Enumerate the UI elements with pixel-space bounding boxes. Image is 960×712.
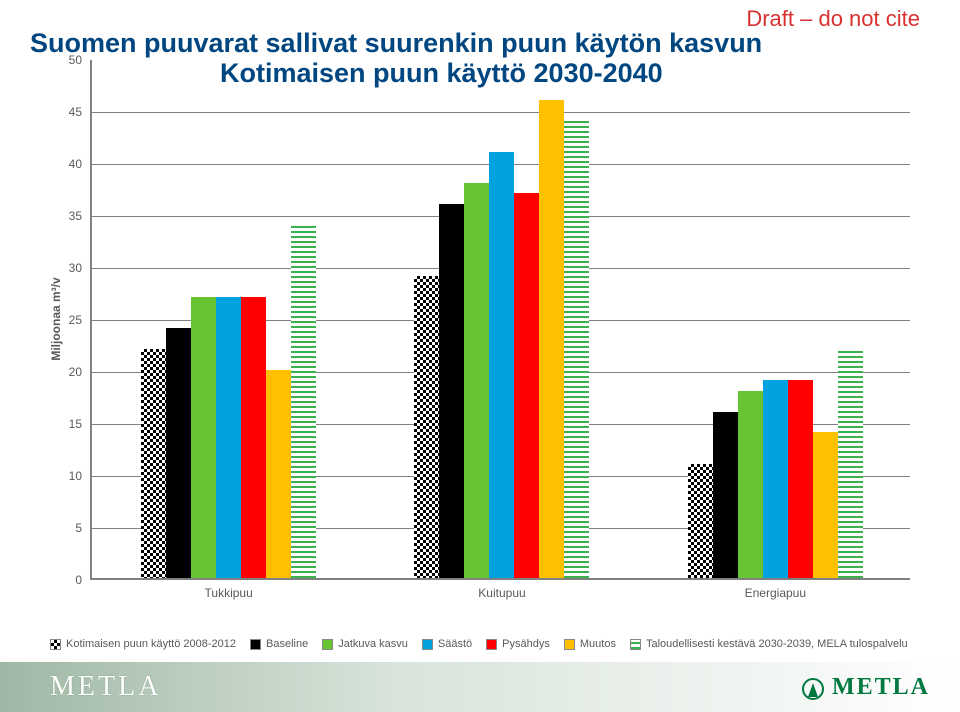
tree-logo-icon: [802, 678, 824, 700]
legend-label: Baseline: [266, 638, 308, 650]
legend-swatch: [322, 639, 333, 650]
legend-label: Jatkuva kasvu: [338, 638, 408, 650]
legend-swatch: [422, 639, 433, 650]
y-axis-title: Miljoonaa m³/v: [49, 277, 63, 360]
legend-item: Baseline: [250, 638, 308, 650]
draft-notice: Draft – do not cite: [746, 6, 920, 32]
bar: [266, 370, 291, 578]
bar: [763, 380, 788, 578]
bar: [838, 349, 863, 578]
bar: [489, 152, 514, 578]
y-tick-label: 15: [69, 417, 82, 431]
legend-label: Muutos: [580, 638, 616, 650]
plot-area: Miljoonaa m³/v 05101520253035404550Tukki…: [90, 60, 910, 580]
legend-item: Pysähdys: [486, 638, 550, 650]
y-tick-label: 20: [69, 365, 82, 379]
bar: [738, 391, 763, 578]
bar: [191, 297, 216, 578]
category-group: Energiapuu: [639, 60, 912, 578]
legend-swatch: [486, 639, 497, 650]
y-tick-label: 5: [75, 521, 82, 535]
y-tick-label: 45: [69, 105, 82, 119]
category-group: Kuitupuu: [365, 60, 638, 578]
legend-swatch: [564, 639, 575, 650]
legend-label: Säästö: [438, 638, 472, 650]
legend-label: Pysähdys: [502, 638, 550, 650]
category-group: Tukkipuu: [92, 60, 365, 578]
bar: [514, 193, 539, 578]
bar: [464, 183, 489, 578]
bar: [688, 464, 713, 578]
bar: [141, 349, 166, 578]
category-label: Tukkipuu: [92, 586, 365, 600]
y-tick-label: 35: [69, 209, 82, 223]
legend-item: Säästö: [422, 638, 472, 650]
legend-swatch: [250, 639, 261, 650]
y-tick-label: 25: [69, 313, 82, 327]
bar: [539, 100, 564, 578]
legend-swatch: [630, 639, 641, 650]
legend-item: Taloudellisesti kestävä 2030-2039, MELA …: [630, 638, 908, 650]
bar: [241, 297, 266, 578]
y-tick-label: 50: [69, 53, 82, 67]
bar: [439, 204, 464, 578]
legend-item: Jatkuva kasvu: [322, 638, 408, 650]
footer-logo-right: METLA: [802, 674, 930, 701]
y-tick-label: 10: [69, 469, 82, 483]
legend-item: Kotimaisen puun käyttö 2008-2012: [50, 638, 236, 650]
chart-container: Miljoonaa m³/v 05101520253035404550Tukki…: [50, 60, 920, 620]
legend-label: Kotimaisen puun käyttö 2008-2012: [66, 638, 236, 650]
bar: [216, 297, 241, 578]
legend-label: Taloudellisesti kestävä 2030-2039, MELA …: [646, 638, 908, 650]
bar: [788, 380, 813, 578]
legend: Kotimaisen puun käyttö 2008-2012 Baseline…: [50, 638, 920, 650]
bar: [166, 328, 191, 578]
bar: [414, 276, 439, 578]
footer-brand-text: METLA: [832, 674, 930, 700]
bar: [813, 432, 838, 578]
category-label: Kuitupuu: [365, 586, 638, 600]
legend-item: Muutos: [564, 638, 616, 650]
chart-title-line1: Suomen puuvarat sallivat suurenkin puun …: [30, 28, 762, 59]
bar: [713, 412, 738, 578]
y-tick-label: 30: [69, 261, 82, 275]
bar: [564, 120, 589, 578]
bar: [291, 224, 316, 578]
y-tick-label: 40: [69, 157, 82, 171]
legend-swatch: [50, 639, 61, 650]
y-tick-label: 0: [75, 573, 82, 587]
footer-logo-left: METLA: [50, 671, 161, 703]
category-label: Energiapuu: [639, 586, 912, 600]
footer-banner: METLA METLA: [0, 662, 960, 712]
